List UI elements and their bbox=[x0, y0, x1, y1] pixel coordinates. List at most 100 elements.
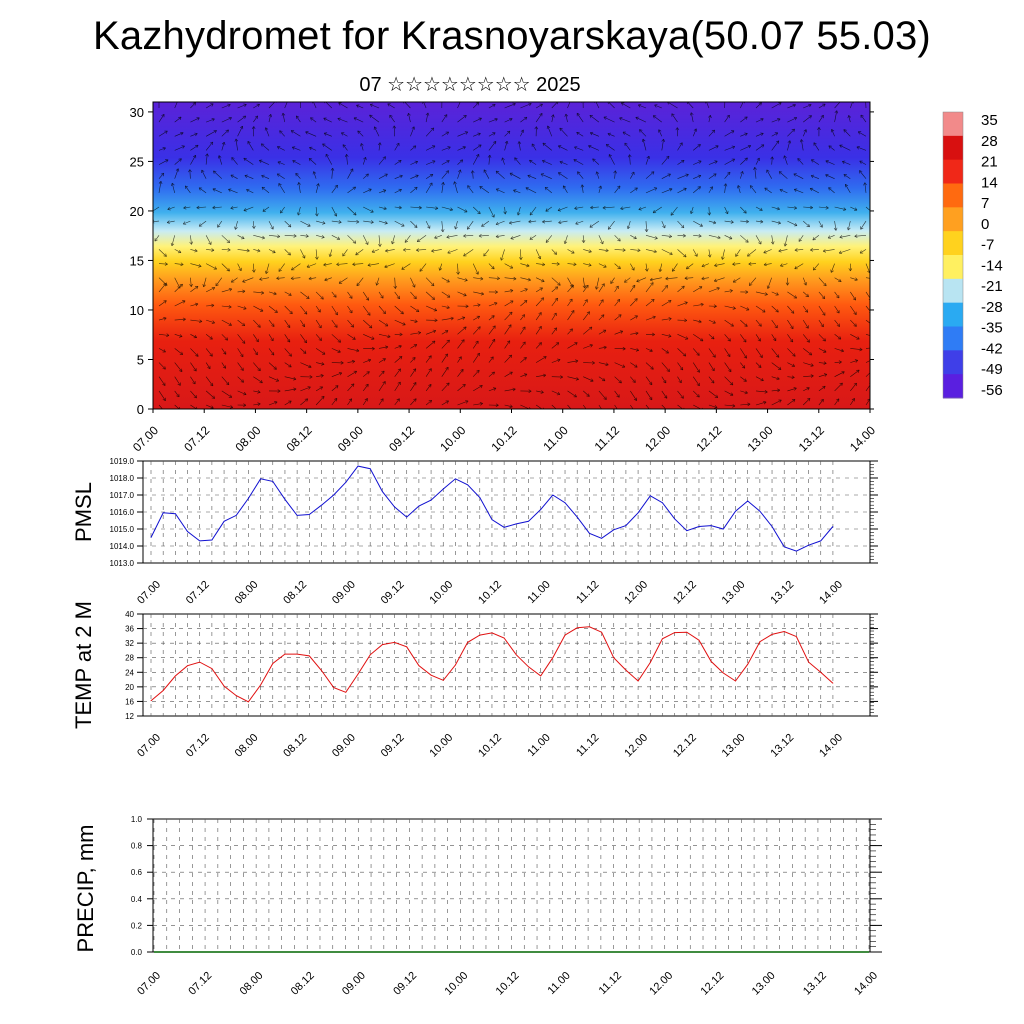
wind-vector-head bbox=[574, 146, 578, 148]
pmsl-point bbox=[199, 540, 201, 542]
wind-vector-head bbox=[524, 374, 528, 377]
wind-vector-head bbox=[478, 235, 482, 238]
wind-vector-head bbox=[291, 267, 293, 271]
wind-vector bbox=[457, 400, 469, 406]
wind-vector-head bbox=[398, 345, 402, 347]
wind-vector-head bbox=[714, 405, 718, 408]
wind-vector-head bbox=[523, 300, 528, 302]
wind-vector-head bbox=[810, 365, 814, 367]
wind-vector-head bbox=[491, 315, 495, 317]
wind-vector-head bbox=[793, 310, 795, 314]
wind-vector bbox=[324, 277, 332, 281]
wind-vector-head bbox=[684, 301, 688, 303]
wind-vector bbox=[362, 384, 369, 392]
wind-vector bbox=[693, 304, 704, 307]
wind-vector bbox=[237, 319, 245, 326]
wind-vector-head bbox=[323, 133, 327, 136]
wind-vector-head bbox=[569, 328, 573, 330]
wind-vector-head bbox=[744, 157, 748, 159]
wind-vector bbox=[813, 142, 820, 151]
wind-vector-head bbox=[830, 269, 832, 273]
wind-vector-head bbox=[723, 98, 725, 101]
wind-vector bbox=[740, 102, 744, 109]
wind-vector-head bbox=[384, 264, 387, 268]
wind-vector-head bbox=[261, 291, 265, 294]
wind-vector bbox=[221, 348, 227, 355]
wind-vector-head bbox=[636, 279, 639, 282]
wind-vector bbox=[410, 398, 417, 406]
wind-vector-head bbox=[799, 139, 802, 143]
wind-vector bbox=[310, 117, 317, 123]
wind-vector bbox=[529, 206, 537, 216]
temp-point bbox=[503, 637, 505, 639]
wind-vector-head bbox=[560, 375, 563, 378]
wind-vector-head bbox=[430, 400, 432, 404]
wind-vector-head bbox=[758, 366, 762, 368]
wind-vector bbox=[387, 103, 395, 109]
wind-vector-head bbox=[822, 249, 826, 252]
wind-vector-head bbox=[230, 405, 234, 408]
wind-vector bbox=[535, 297, 544, 307]
wind-vector-head bbox=[588, 326, 592, 328]
wind-vector bbox=[692, 362, 700, 373]
wind-vector-head bbox=[839, 235, 843, 238]
wind-vector bbox=[488, 141, 497, 151]
pmsl-x-tick-label: 13.00 bbox=[720, 579, 748, 607]
wind-vector bbox=[253, 305, 264, 312]
wind-vector-head bbox=[756, 157, 760, 160]
pmsl-y-tick-label: 1016.0 bbox=[110, 508, 135, 517]
wind-vector-head bbox=[784, 243, 788, 247]
wind-vector-head bbox=[622, 249, 626, 252]
wind-vector bbox=[794, 249, 804, 251]
colorbar-label: -56 bbox=[981, 382, 1003, 399]
wind-vector bbox=[818, 334, 826, 342]
wind-vector bbox=[425, 182, 433, 194]
pmsl-point bbox=[211, 539, 213, 541]
wind-vector-head bbox=[384, 206, 387, 210]
wind-vector-head bbox=[198, 264, 202, 267]
wind-vector-head bbox=[853, 325, 857, 327]
chart-subtitle: 07 ☆☆☆☆☆☆☆☆ 2025 bbox=[359, 74, 581, 96]
wind-vector-head bbox=[408, 112, 411, 116]
wind-vector bbox=[472, 352, 480, 363]
wind-vector-head bbox=[262, 208, 265, 212]
temp-point bbox=[150, 700, 152, 702]
temp-point bbox=[625, 669, 627, 671]
wind-vector bbox=[300, 398, 308, 406]
wind-vector-head bbox=[619, 117, 622, 121]
wind-vector-head bbox=[574, 410, 575, 413]
colorbar-swatch bbox=[943, 159, 963, 184]
wind-vector bbox=[410, 368, 417, 377]
wind-vector bbox=[661, 376, 667, 384]
wind-vector bbox=[809, 188, 820, 194]
wind-vector-head bbox=[520, 129, 524, 132]
wind-vector-head bbox=[823, 361, 827, 364]
wind-vector-head bbox=[273, 249, 276, 253]
wind-vector-head bbox=[763, 401, 767, 403]
wind-vector-head bbox=[856, 146, 859, 150]
wind-vector-head bbox=[416, 238, 419, 242]
wind-vector-head bbox=[836, 296, 840, 299]
wind-vector-head bbox=[428, 355, 432, 358]
wind-vector-head bbox=[260, 292, 265, 295]
wind-vector bbox=[630, 348, 639, 351]
wind-vector bbox=[290, 130, 301, 137]
heatmap-field bbox=[153, 98, 870, 413]
wind-vector-head bbox=[585, 284, 589, 287]
wind-vector-head bbox=[374, 126, 378, 129]
wind-vector-head bbox=[859, 160, 862, 164]
wind-vector bbox=[690, 112, 694, 123]
wind-vector bbox=[410, 344, 417, 349]
wind-vector-head bbox=[449, 209, 453, 211]
wind-vector bbox=[455, 221, 458, 230]
wind-vector-head bbox=[320, 337, 322, 341]
wind-vector bbox=[787, 305, 795, 314]
wind-vector bbox=[235, 138, 238, 151]
wind-vector-head bbox=[365, 242, 369, 245]
wind-vector-head bbox=[600, 242, 604, 245]
wind-vector bbox=[298, 182, 301, 193]
wind-vector-head bbox=[664, 285, 668, 287]
wind-vector bbox=[818, 206, 829, 209]
wind-vector-head bbox=[463, 146, 466, 150]
